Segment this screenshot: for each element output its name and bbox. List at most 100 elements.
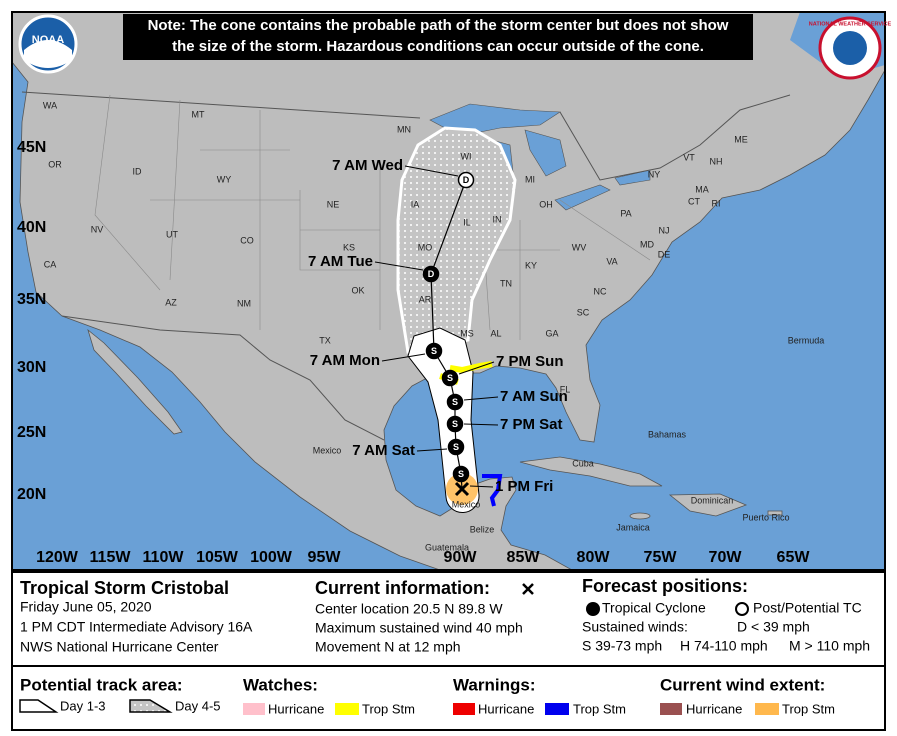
longitude-label: 115W <box>90 549 132 566</box>
place-label: WI <box>461 151 472 161</box>
legend-swatch <box>335 703 359 715</box>
place-label: NY <box>648 169 661 179</box>
legend-label: Day 4-5 <box>175 698 221 713</box>
longitude-label: 80W <box>577 549 611 566</box>
wind-m: M > 110 mph <box>789 638 870 654</box>
note-box <box>123 14 753 60</box>
nws-logo-text: NATIONAL WEATHER SERVICE <box>809 21 892 27</box>
legend-label: Trop Stm <box>573 701 626 716</box>
place-label: FL <box>560 384 571 394</box>
winds-label: Sustained winds: <box>582 619 688 635</box>
place-label: DE <box>658 249 671 259</box>
legend-title: Warnings: <box>453 675 535 694</box>
place-label: Mexico <box>313 445 342 455</box>
legend-title: Watches: <box>243 675 318 694</box>
canada-border <box>21 91 791 181</box>
wind-s: S 39-73 mph <box>582 638 662 654</box>
storm-line: NWS National Hurricane Center <box>20 639 219 655</box>
place-label: WY <box>217 174 232 184</box>
info-panel <box>11 571 886 731</box>
nws-logo-center <box>833 31 867 65</box>
leader-line <box>374 261 424 271</box>
place-label: AL <box>490 328 501 338</box>
map-labels: 45N 40N 35N 30N 25N 20N 120W 115W 110W 105W 100W 95… <box>17 100 824 566</box>
tc-icon <box>586 602 600 616</box>
forecast-marker: D <box>428 269 435 279</box>
legend-title: Current wind extent: <box>660 675 825 694</box>
storm-title: Tropical Storm Cristobal <box>20 578 229 598</box>
legend-label: Hurricane <box>686 701 742 716</box>
place-label: Bahamas <box>648 429 687 439</box>
lake-huron <box>524 129 567 177</box>
legend-title: Potential track area: <box>20 675 183 694</box>
latitude-label: 45N <box>17 139 46 156</box>
place-label: KY <box>525 260 537 270</box>
forecast-label: 7 PM Sat <box>500 416 563 433</box>
place-label: AZ <box>165 297 177 307</box>
longitude-label: 120W <box>36 549 79 566</box>
latitude-label: 30N <box>17 359 46 376</box>
place-label: OH <box>539 199 553 209</box>
legend-label: Trop Stm <box>782 701 835 716</box>
latitude-label: 25N <box>17 424 46 441</box>
place-label: TN <box>500 278 512 288</box>
leader-line <box>458 361 495 375</box>
forecast-marker: S <box>452 397 458 407</box>
forecast-point <box>457 171 475 189</box>
place-label: VT <box>683 152 695 162</box>
storm-line: Friday June 05, 2020 <box>20 599 152 615</box>
place-label: Jamaica <box>616 522 650 532</box>
place-label: UT <box>166 229 178 239</box>
puerto-rico <box>767 510 783 516</box>
place-label: CO <box>240 235 254 245</box>
forecast-point <box>452 465 470 483</box>
longitude-label: 105W <box>196 549 239 566</box>
legend-label: Hurricane <box>478 701 534 716</box>
place-label: NE <box>327 199 340 209</box>
longitude-label: 100W <box>250 549 293 566</box>
forecast-label: 1 PM Fri <box>495 478 553 495</box>
place-label: MT <box>192 109 205 119</box>
baja-california <box>87 328 183 435</box>
place-label: Dominican <box>691 495 734 505</box>
longitude-label: 95W <box>308 549 342 566</box>
storm-line: 1 PM CDT Intermediate Advisory 16A <box>20 619 253 635</box>
legend-swatch <box>755 703 779 715</box>
legend-label: Trop Stm <box>362 701 415 716</box>
leader-line <box>416 448 448 452</box>
place-label: WA <box>43 100 57 110</box>
forecast-marker: S <box>431 346 437 356</box>
forecast-marker: S <box>453 442 459 452</box>
place-label: Cuba <box>572 458 594 468</box>
leader-line <box>463 396 499 401</box>
cone-day-4-5 <box>396 126 517 354</box>
leader-line <box>404 165 459 177</box>
place-label: OK <box>351 285 364 295</box>
longitude-label: 65W <box>777 549 811 566</box>
forecast-label: 7 AM Wed <box>332 157 403 174</box>
trop-storm-warning <box>482 474 503 507</box>
current-title: Current information: <box>315 578 490 598</box>
place-label: MA <box>695 184 709 194</box>
legend-swatch <box>545 703 569 715</box>
longitude-label: 75W <box>644 549 678 566</box>
tc-label: Tropical Cyclone <box>602 600 706 616</box>
place-label: NV <box>91 224 104 234</box>
forecast-point <box>446 415 464 433</box>
forecast-title: Forecast positions: <box>582 576 748 596</box>
day45-icon <box>129 699 173 713</box>
wind-h: H 74-110 mph <box>680 638 768 654</box>
longitude-label: 70W <box>709 549 743 566</box>
forecast-point <box>425 342 443 360</box>
note-line: Note: The cone contains the probable pat… <box>148 17 729 34</box>
latitude-label: 40N <box>17 219 46 236</box>
longitude-label: 85W <box>507 549 541 566</box>
place-label: PA <box>620 208 631 218</box>
current-line: Maximum sustained wind 40 mph <box>315 620 523 636</box>
place-label: IN <box>493 214 502 224</box>
place-label: VA <box>606 256 617 266</box>
